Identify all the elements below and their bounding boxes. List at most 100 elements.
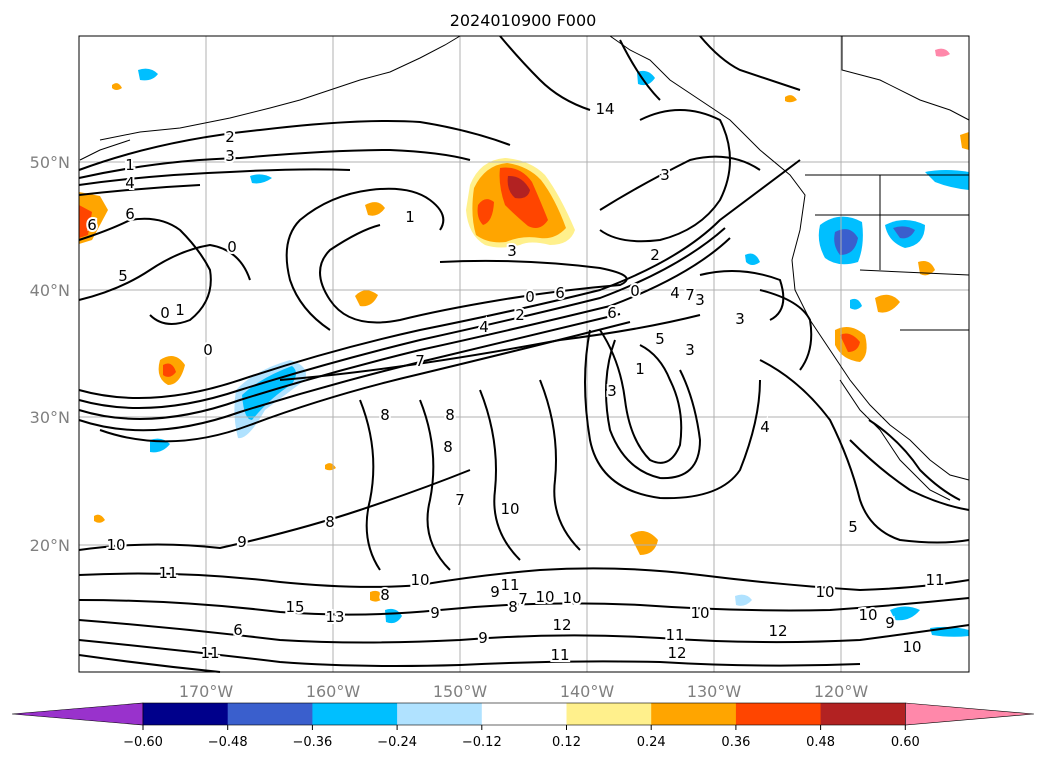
contour-label: 3 — [685, 341, 695, 359]
contour-label: 8 — [508, 598, 518, 616]
negative-anomaly-region — [637, 70, 655, 86]
contour-label: 10 — [535, 588, 554, 606]
longitude-labels: 170°W 160°W 150°W 140°W 130°W 120°W — [179, 682, 869, 701]
contour-label: 2 — [225, 128, 235, 146]
contour-label: 1 — [175, 301, 185, 319]
contour-label: 5 — [848, 518, 858, 536]
positive-anomaly-region — [935, 48, 950, 57]
negative-anomaly-region — [850, 298, 862, 310]
contour-label: 7 — [518, 590, 528, 608]
colorbar-tick-label: −0.36 — [292, 735, 332, 750]
lon-label: 170°W — [179, 682, 234, 701]
colorbar-tick-label: 0.24 — [637, 735, 666, 750]
positive-anomaly-region — [112, 83, 122, 90]
lon-label: 140°W — [560, 682, 615, 701]
colorbar-segment — [651, 703, 737, 725]
positive-anomaly-region — [918, 261, 935, 276]
contour-label: 10 — [106, 536, 125, 554]
contour-label: 8 — [445, 406, 455, 424]
colorbar-segment — [481, 703, 567, 725]
contour-label: 0 — [630, 282, 640, 300]
contour-label: 4 — [125, 174, 135, 192]
contour-label: 3 — [225, 147, 235, 165]
contour-label: 9 — [237, 533, 247, 551]
contour-label: 14 — [595, 100, 614, 118]
contour-label: 12 — [768, 622, 787, 640]
colorbar-tick-label: −0.60 — [123, 735, 163, 750]
contour-label: 4 — [760, 418, 770, 436]
lon-label: 130°W — [687, 682, 742, 701]
colorbar-segments — [11, 702, 1035, 726]
colorbar-tick-label: −0.12 — [462, 735, 502, 750]
colorbar-extend-low — [11, 702, 144, 726]
contour-label: 8 — [443, 438, 453, 456]
contour-label: 4 — [479, 318, 489, 336]
negative-anomaly-region — [890, 606, 920, 621]
contour-label: 12 — [552, 616, 571, 634]
lon-label: 150°W — [433, 682, 488, 701]
positive-anomaly-region — [507, 175, 530, 199]
colorbar-tick-label: 0.36 — [721, 735, 750, 750]
contour-label: 8 — [380, 406, 390, 424]
contour-label: 8 — [380, 586, 390, 604]
colorbar-tick-label: −0.24 — [377, 735, 417, 750]
contour-label: 7 — [455, 491, 465, 509]
lon-label: 160°W — [306, 682, 361, 701]
lat-label: 50°N — [30, 153, 70, 172]
positive-anomaly-region — [79, 205, 92, 238]
contour-label: 3 — [735, 310, 745, 328]
contour-label: 11 — [500, 576, 519, 594]
contour-label: 0 — [227, 238, 237, 256]
contour-label: 11 — [925, 571, 944, 589]
contour-label: 11 — [200, 644, 219, 662]
contour-label: 1 — [635, 360, 645, 378]
contour-label: 8 — [325, 513, 335, 531]
contour-label: 2 — [515, 306, 525, 324]
lat-label: 20°N — [30, 536, 70, 555]
negative-anomaly-region — [893, 226, 915, 239]
positive-anomaly-region — [785, 95, 797, 103]
contour-label: 12 — [667, 644, 686, 662]
colorbar-tick-label: 0.12 — [552, 735, 581, 750]
contour-label: 1 — [405, 208, 415, 226]
negative-anomaly-region — [250, 174, 272, 184]
contour-label: 2 — [650, 246, 660, 264]
contour-label: 10 — [690, 604, 709, 622]
contour-label: 13 — [325, 608, 344, 626]
contour-label: 10 — [858, 606, 877, 624]
contour-label: 9 — [430, 604, 440, 622]
colorbar: −0.60 −0.48 −0.36 −0.24 −0.12 0.12 0.24 0.36 0.4… — [11, 702, 1035, 750]
colorbar-tick-label: 0.48 — [806, 735, 835, 750]
colorbar-extend-high — [904, 702, 1035, 726]
negative-anomaly-region — [834, 229, 858, 255]
contour-label: 5 — [118, 267, 128, 285]
colorbar-frame — [142, 702, 906, 726]
contour-label: 11 — [158, 564, 177, 582]
contour-label: 0 — [160, 304, 170, 322]
negative-anomaly-region — [138, 68, 158, 81]
contour-label: 9 — [885, 614, 895, 632]
positive-anomaly-region — [355, 290, 378, 307]
colorbar-tick-label: 0.60 — [891, 735, 920, 750]
contour-label: 15 — [285, 598, 304, 616]
colorbar-segment — [143, 703, 229, 725]
positive-anomaly-region — [960, 132, 969, 150]
height-contours — [78, 35, 970, 673]
contour-label: 0 — [525, 288, 535, 306]
contour-label: 11 — [665, 626, 684, 644]
contour-label: 3 — [607, 382, 617, 400]
positive-anomaly-region — [630, 531, 658, 555]
contour-label: 3 — [507, 242, 517, 260]
contour-label: 3 — [660, 166, 670, 184]
colorbar-segment — [312, 703, 398, 725]
negative-anomaly-region — [745, 253, 760, 265]
lon-label: 120°W — [814, 682, 869, 701]
contour-label: 10 — [902, 638, 921, 656]
contour-label: 3 — [695, 291, 705, 309]
colorbar-segment — [735, 703, 822, 725]
positive-anomaly-region — [477, 199, 494, 225]
contour-label: 6 — [125, 205, 135, 223]
contour-label: 5 — [655, 330, 665, 348]
